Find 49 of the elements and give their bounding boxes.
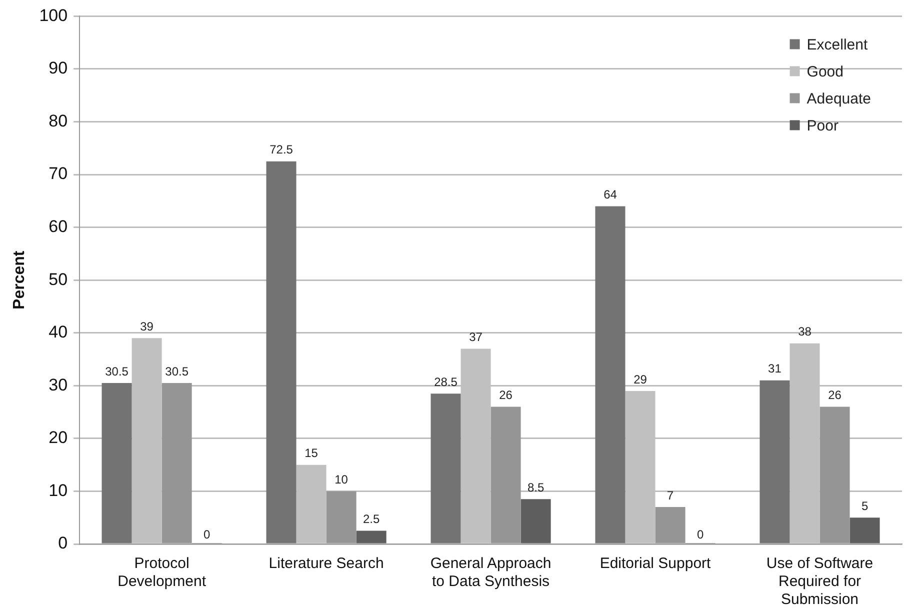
data-label: 39: [140, 319, 154, 334]
y-tick-label: 10: [48, 480, 68, 500]
bar: [356, 530, 386, 544]
x-tick-label: General Approach to Data Synthesis: [430, 555, 552, 590]
y-axis-title: Percent: [11, 250, 28, 310]
data-label: 30.5: [165, 364, 189, 378]
y-tick-label: 60: [48, 217, 68, 236]
bar: [430, 394, 461, 544]
data-label: 30.5: [105, 364, 129, 378]
x-tick-label: Editorial Support: [600, 555, 712, 572]
legend-label: Good: [806, 63, 844, 80]
y-tick-label: 100: [39, 6, 68, 25]
data-label: 29: [634, 372, 648, 386]
legend-label: Poor: [806, 117, 838, 134]
data-label: 37: [469, 330, 483, 344]
data-label: 38: [798, 324, 812, 339]
bar: [520, 499, 551, 544]
data-label: 2.5: [362, 512, 380, 526]
x-tick-label: Literature Search: [268, 555, 384, 572]
y-tick-label: 40: [48, 322, 68, 342]
legend-label: Excellent: [806, 36, 868, 54]
y-tick-label: 0: [58, 534, 68, 553]
x-tick-label: Protocol Development: [118, 555, 207, 590]
y-tick-label: 90: [48, 58, 68, 78]
data-label: 0: [203, 527, 210, 542]
y-tick-label: 80: [48, 111, 68, 130]
y-tick-label: 50: [48, 270, 68, 289]
bar: [595, 206, 626, 544]
data-label: 64: [604, 188, 618, 202]
data-label: 7: [666, 488, 674, 502]
bar: [266, 161, 296, 544]
data-label: 0: [696, 527, 704, 542]
data-label: 8.5: [527, 480, 544, 494]
data-label: 26: [499, 388, 513, 402]
bar: [760, 380, 790, 544]
data-label: 28.5: [434, 374, 458, 389]
data-label: 10: [334, 472, 348, 487]
bar: [102, 383, 132, 544]
y-tick-label: 30: [48, 375, 68, 394]
x-tick-label: Use of Software Required for Submission: [766, 555, 874, 608]
y-tick-label: 70: [48, 164, 68, 184]
data-label: 5: [861, 498, 868, 513]
y-tick-label: 20: [48, 428, 68, 448]
data-label: 26: [828, 388, 842, 402]
data-label: 72.5: [270, 142, 294, 157]
data-label: 15: [304, 446, 318, 460]
bar: [850, 518, 880, 544]
data-label: 31: [768, 362, 782, 376]
legend-label: Adequate: [806, 90, 872, 108]
